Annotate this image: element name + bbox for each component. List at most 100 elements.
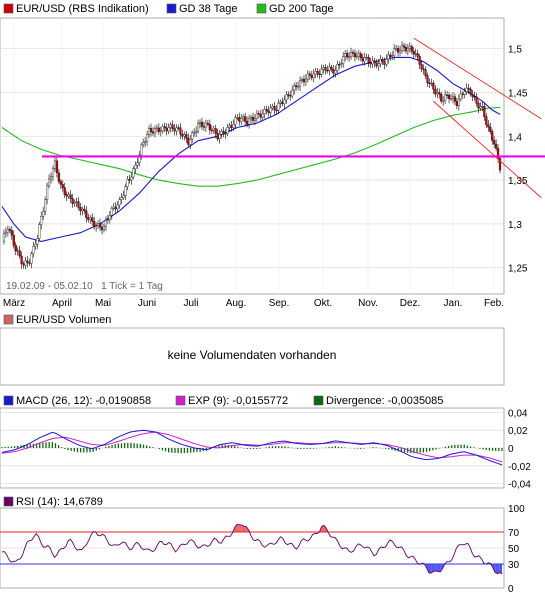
macd-y-tick-label: -0,04 (508, 480, 531, 491)
candle-body (380, 59, 382, 63)
macd-legend-label-0: MACD (26, 12): -0,0190858 (16, 395, 151, 407)
candle-body (254, 119, 256, 121)
price-x-tick-label: Dez. (400, 298, 421, 309)
candle-body (472, 94, 474, 96)
candle-body (21, 256, 23, 264)
candle-body (34, 244, 36, 246)
candle-body (278, 103, 280, 110)
volume-empty-message: keine Volumendaten vorhanden (168, 348, 337, 362)
candle-body (29, 263, 31, 264)
candle-body (423, 69, 425, 70)
candle-body (276, 110, 278, 111)
candle-body (370, 62, 372, 64)
candle-body (399, 51, 401, 53)
candle-body (180, 128, 182, 134)
rsi-y-tick-label: 70 (508, 528, 520, 539)
candle-body (450, 99, 452, 100)
candle-body (160, 131, 162, 132)
candle-body (221, 131, 223, 134)
candle-body (19, 251, 21, 256)
candle-body (229, 126, 231, 128)
candle-body (338, 64, 340, 65)
rsi-legend-label: RSI (14): 14,6789 (16, 496, 103, 508)
candle-body (481, 106, 483, 107)
price-x-tick-label: Juni (138, 298, 156, 309)
candle-body (483, 106, 485, 116)
candle-body (213, 128, 215, 130)
candle-body (452, 97, 454, 99)
candle-body (72, 199, 74, 204)
price-legend-swatch-0 (4, 4, 13, 13)
candle-body (495, 144, 497, 148)
macd-y-tick-label: 0,04 (508, 408, 528, 419)
candle-body (207, 123, 209, 124)
candle-body (270, 108, 272, 113)
candle-body (166, 128, 168, 131)
candle-body (250, 117, 252, 119)
price-x-tick-label: Jan. (444, 298, 463, 309)
candle-body (148, 128, 150, 134)
candle-body (407, 49, 409, 52)
candle-body (193, 132, 195, 133)
candle-body (381, 59, 383, 61)
candle-body (427, 76, 429, 83)
candle-body (297, 86, 299, 87)
candle-body (368, 57, 370, 62)
candle-body (223, 131, 225, 134)
candle-body (307, 74, 309, 79)
candle-body (81, 209, 83, 211)
candle-body (91, 218, 93, 222)
candle-body (274, 106, 276, 110)
candle-body (15, 245, 17, 251)
candle-body (178, 128, 180, 129)
candle-body (315, 71, 317, 74)
price-y-tick-label: 1,5 (508, 45, 522, 56)
candle-body (240, 119, 242, 122)
candle-body (391, 56, 393, 57)
candle-body (448, 95, 450, 99)
rsi-oversold-area (436, 564, 438, 572)
candle-body (332, 69, 334, 73)
candle-body (413, 51, 415, 54)
candle-body (329, 67, 331, 71)
rsi-y-tick-label: 0 (508, 584, 514, 595)
candle-body (356, 56, 358, 57)
candle-body (3, 233, 5, 241)
rsi-oversold-area (434, 564, 436, 571)
candle-body (419, 56, 421, 64)
candle-body (64, 188, 66, 195)
candle-body (134, 165, 136, 169)
rsi-overbought-area (244, 526, 246, 532)
macd-y-tick-label: 0,02 (508, 426, 528, 437)
candle-body (446, 95, 448, 96)
candle-body (195, 131, 197, 132)
candle-body (374, 61, 376, 63)
candle-body (103, 226, 105, 230)
price-legend-label-1: GD 38 Tage (179, 3, 238, 15)
candle-body (295, 86, 297, 87)
candle-body (485, 117, 487, 125)
candle-body (493, 140, 495, 144)
candle-body (358, 54, 360, 56)
price-x-tick-label: Juli (183, 298, 198, 309)
candle-body (23, 264, 25, 265)
candle-body (362, 58, 364, 61)
candle-body (309, 74, 311, 75)
candle-body (25, 261, 27, 265)
candle-body (238, 117, 240, 121)
candle-body (434, 89, 436, 94)
candle-body (27, 261, 29, 263)
candle-body (262, 114, 264, 118)
candle-body (366, 57, 368, 58)
candle-body (185, 134, 187, 138)
candle-body (176, 128, 178, 131)
candle-body (66, 195, 68, 197)
candle-body (225, 134, 227, 135)
candle-body (372, 61, 374, 64)
candle-body (480, 107, 482, 108)
candle-body (127, 179, 129, 186)
candle-body (205, 123, 207, 127)
candle-body (360, 54, 362, 58)
candle-body (174, 129, 176, 131)
